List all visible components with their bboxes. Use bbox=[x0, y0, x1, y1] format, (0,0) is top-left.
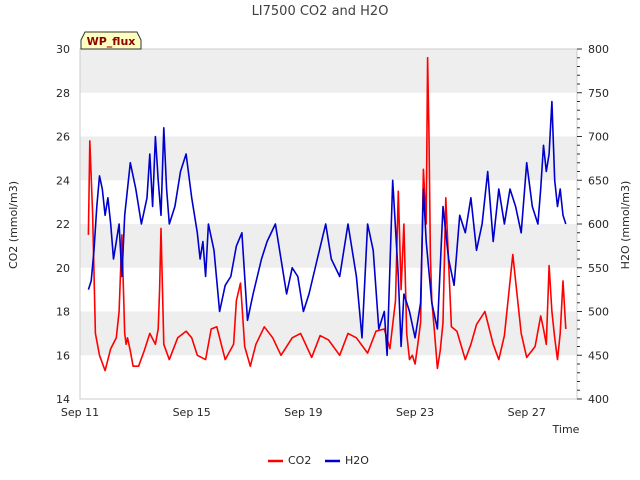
co2-line bbox=[87, 56, 567, 372]
left-tick-label: 14 bbox=[56, 393, 70, 406]
grid-band bbox=[80, 267, 577, 312]
right-tick-label: 750 bbox=[588, 87, 609, 100]
chart-title: LI7500 CO2 and H2O bbox=[252, 4, 389, 19]
left-axis: 14 16 18 20 22 24 26 28 30 bbox=[56, 43, 70, 406]
left-axis-label: CO2 (mmol/m3) bbox=[7, 181, 20, 269]
grid-band bbox=[80, 49, 577, 93]
right-axis: 400 450 500 550 600 650 700 750 800 bbox=[577, 43, 609, 406]
legend-co2-label: CO2 bbox=[288, 454, 311, 467]
x-axis: Sep 11 Sep 15 Sep 19 Sep 23 Sep 27 bbox=[61, 406, 546, 419]
legend: CO2 H2O bbox=[268, 454, 369, 467]
grid-band bbox=[80, 92, 577, 137]
right-tick-label: 650 bbox=[588, 174, 609, 187]
badge-shape bbox=[80, 31, 142, 50]
badge-label: WP_flux bbox=[87, 35, 136, 48]
right-tick-label: 700 bbox=[588, 131, 609, 144]
h2o-series bbox=[87, 100, 567, 357]
right-tick-label: 550 bbox=[588, 262, 609, 275]
x-tick-label: Sep 19 bbox=[284, 406, 322, 419]
x-axis-label: Time bbox=[552, 423, 580, 436]
x-tick-label: Sep 27 bbox=[508, 406, 546, 419]
left-tick-label: 18 bbox=[56, 306, 70, 319]
wp-flux-badge: WP_flux bbox=[80, 31, 142, 50]
right-tick-label: 400 bbox=[588, 393, 609, 406]
h2o-line bbox=[87, 100, 567, 357]
x-tick-label: Sep 15 bbox=[173, 406, 211, 419]
left-tick-label: 22 bbox=[56, 218, 70, 231]
left-tick-label: 26 bbox=[56, 131, 70, 144]
right-tick-label: 600 bbox=[588, 218, 609, 231]
right-tick-label: 800 bbox=[588, 43, 609, 56]
left-tick-label: 16 bbox=[56, 349, 70, 362]
left-tick-label: 28 bbox=[56, 87, 70, 100]
legend-h2o-label: H2O bbox=[345, 454, 369, 467]
co2-series bbox=[87, 56, 567, 372]
grid-band bbox=[80, 180, 577, 224]
grid-band bbox=[80, 355, 577, 399]
x-tick-label: Sep 11 bbox=[61, 406, 99, 419]
grid-band bbox=[80, 311, 577, 356]
left-tick-label: 24 bbox=[56, 174, 70, 187]
right-axis-label: H2O (mmol/m3) bbox=[619, 181, 632, 270]
right-tick-label: 500 bbox=[588, 306, 609, 319]
left-tick-label: 20 bbox=[56, 262, 70, 275]
x-tick-label: Sep 23 bbox=[396, 406, 434, 419]
left-tick-label: 30 bbox=[56, 43, 70, 56]
right-tick-label: 450 bbox=[588, 349, 609, 362]
